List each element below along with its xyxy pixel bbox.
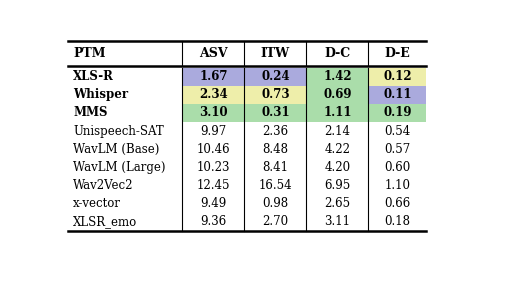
FancyBboxPatch shape [245, 104, 307, 122]
Text: 16.54: 16.54 [259, 179, 292, 192]
Text: 4.22: 4.22 [325, 143, 350, 156]
Text: 0.73: 0.73 [261, 88, 290, 101]
Text: 12.45: 12.45 [197, 179, 230, 192]
Text: 0.12: 0.12 [383, 70, 412, 83]
Text: 0.19: 0.19 [383, 106, 412, 119]
Text: 0.98: 0.98 [262, 197, 288, 210]
Text: 1.11: 1.11 [323, 106, 352, 119]
Text: 0.60: 0.60 [384, 161, 411, 174]
Text: XLS-R: XLS-R [73, 70, 114, 83]
Text: 3.10: 3.10 [199, 106, 228, 119]
Text: Unispeech-SAT: Unispeech-SAT [73, 125, 164, 137]
FancyBboxPatch shape [368, 104, 426, 122]
Text: 0.66: 0.66 [384, 197, 411, 210]
Text: 0.57: 0.57 [384, 143, 411, 156]
Text: 6.95: 6.95 [325, 179, 350, 192]
Text: 9.97: 9.97 [200, 125, 227, 137]
Text: 2.70: 2.70 [262, 215, 288, 228]
FancyBboxPatch shape [368, 68, 426, 86]
Text: 2.34: 2.34 [199, 88, 228, 101]
Text: 8.48: 8.48 [263, 143, 288, 156]
Text: 8.41: 8.41 [263, 161, 288, 174]
Text: 2.14: 2.14 [325, 125, 350, 137]
Text: 10.23: 10.23 [197, 161, 230, 174]
Text: ASV: ASV [199, 47, 228, 60]
Text: 0.54: 0.54 [384, 125, 411, 137]
Text: ITW: ITW [261, 47, 290, 60]
FancyBboxPatch shape [183, 104, 245, 122]
Text: 0.69: 0.69 [323, 88, 352, 101]
Text: 9.36: 9.36 [200, 215, 227, 228]
FancyBboxPatch shape [307, 104, 368, 122]
Text: x-vector: x-vector [73, 197, 121, 210]
FancyBboxPatch shape [368, 86, 426, 104]
Text: 0.18: 0.18 [384, 215, 410, 228]
Text: Wav2Vec2: Wav2Vec2 [73, 179, 134, 192]
Text: 2.65: 2.65 [325, 197, 350, 210]
FancyBboxPatch shape [245, 86, 307, 104]
Text: 0.31: 0.31 [261, 106, 290, 119]
FancyBboxPatch shape [183, 86, 245, 104]
FancyBboxPatch shape [307, 86, 368, 104]
Text: Whisper: Whisper [73, 88, 128, 101]
Text: 4.20: 4.20 [325, 161, 350, 174]
Text: PTM: PTM [73, 47, 106, 60]
Text: 0.11: 0.11 [383, 88, 412, 101]
Text: 1.42: 1.42 [323, 70, 352, 83]
Text: 1.67: 1.67 [199, 70, 228, 83]
Text: 0.24: 0.24 [261, 70, 290, 83]
Text: WavLM (Base): WavLM (Base) [73, 143, 159, 156]
Text: 10.46: 10.46 [197, 143, 230, 156]
Text: MMS: MMS [73, 106, 108, 119]
Text: 1.10: 1.10 [384, 179, 410, 192]
Text: WavLM (Large): WavLM (Large) [73, 161, 166, 174]
Text: D-E: D-E [384, 47, 410, 60]
Text: 2.36: 2.36 [262, 125, 288, 137]
Text: 3.11: 3.11 [325, 215, 350, 228]
FancyBboxPatch shape [183, 68, 245, 86]
FancyBboxPatch shape [245, 68, 307, 86]
Text: D-C: D-C [325, 47, 350, 60]
Text: XLSR_emo: XLSR_emo [73, 215, 138, 228]
Text: 9.49: 9.49 [200, 197, 227, 210]
FancyBboxPatch shape [307, 68, 368, 86]
